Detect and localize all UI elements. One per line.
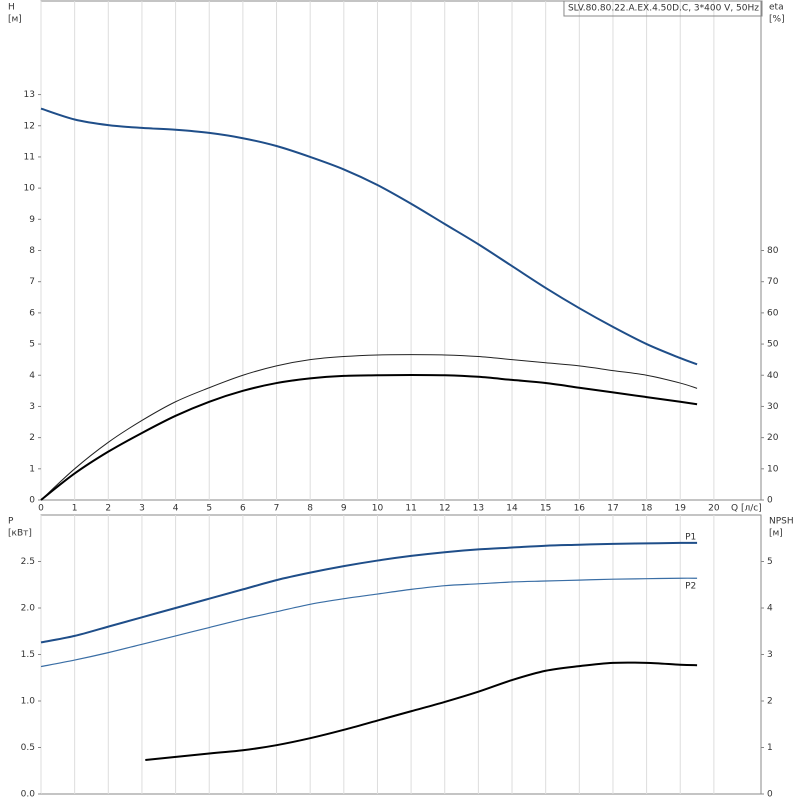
x-tick-label: 11 [405, 504, 416, 514]
y-tick-label: 1.5 [21, 650, 35, 660]
x-tick-label: 6 [240, 504, 246, 514]
y-axis-label: H [8, 3, 15, 13]
y-tick-label: 5 [29, 340, 35, 350]
y-tick-label: 0 [29, 496, 35, 506]
x-tick-label: 13 [473, 504, 484, 514]
y-tick-label: 3 [29, 402, 35, 412]
curve [40, 577, 698, 668]
y2-tick-label: 40 [767, 371, 779, 381]
y-tick-label: 1 [29, 464, 35, 474]
y-tick-label: 12 [24, 121, 35, 131]
y-tick-label: 2.5 [21, 557, 35, 567]
y-tick-label: 0.5 [21, 743, 35, 753]
curve-label: P2 [685, 582, 696, 592]
y-tick-label: 6 [29, 308, 35, 318]
y-tick-label: 10 [24, 184, 36, 194]
y2-tick-label: 4 [767, 604, 773, 614]
curve-label: P1 [685, 532, 696, 542]
x-tick-label: 7 [274, 504, 280, 514]
y2-axis-label: eta [769, 3, 784, 13]
y2-tick-label: 0 [767, 790, 773, 800]
y2-axis-label: [%] [769, 15, 785, 25]
y2-tick-label: 2 [767, 697, 773, 707]
y2-tick-label: 70 [767, 277, 779, 287]
x-tick-label: 20 [708, 504, 720, 514]
x-tick-label: 16 [574, 504, 586, 514]
y-tick-label: 7 [29, 277, 35, 287]
x-tick-label: 10 [372, 504, 384, 514]
y-tick-label: 1.0 [21, 697, 36, 707]
x-axis-label: Q [л/с] [731, 504, 762, 514]
x-tick-label: 5 [206, 504, 212, 514]
y-tick-label: 2.0 [21, 604, 36, 614]
x-tick-label: 1 [72, 504, 78, 514]
y2-tick-label: 30 [767, 402, 779, 412]
x-tick-label: 3 [139, 504, 145, 514]
curve [40, 354, 698, 501]
y-tick-label: 8 [29, 246, 35, 256]
title-box [563, 0, 763, 17]
x-tick-label: 2 [105, 504, 111, 514]
x-tick-label: 12 [439, 504, 450, 514]
x-tick-label: 0 [38, 504, 44, 514]
y-tick-label: 11 [24, 152, 35, 162]
y-axis-label: [кВт] [8, 529, 32, 539]
y-tick-label: 2 [29, 433, 35, 443]
y2-tick-label: 1 [767, 743, 773, 753]
x-tick-label: 15 [540, 504, 551, 514]
plot-frame [40, 0, 762, 501]
y2-tick-label: 3 [767, 650, 773, 660]
chart-title: SLV.80.80.22.A.EX.4.50D.C, 3*400 V, 50Hz [568, 4, 759, 14]
y-axis-label: [м] [8, 15, 22, 25]
x-tick-label: 17 [607, 504, 618, 514]
y2-tick-label: 80 [767, 246, 779, 256]
y2-tick-label: 5 [767, 557, 773, 567]
x-tick-label: 14 [506, 504, 518, 514]
y2-axis-label: [м] [769, 529, 783, 539]
y-tick-label: 9 [29, 215, 35, 225]
y2-tick-label: 0 [767, 496, 773, 506]
y-tick-label: 13 [24, 90, 35, 100]
y-tick-label: 0.0 [21, 790, 36, 800]
x-tick-label: 19 [675, 504, 687, 514]
x-tick-label: 9 [341, 504, 347, 514]
curve [40, 107, 698, 366]
y2-tick-label: 60 [767, 308, 779, 318]
y2-tick-label: 50 [767, 340, 779, 350]
x-tick-label: 8 [307, 504, 313, 514]
curve [145, 661, 698, 762]
y2-axis-label: NPSH [769, 517, 794, 527]
curve [40, 373, 698, 501]
y2-tick-label: 20 [767, 433, 779, 443]
x-tick-label: 4 [173, 504, 179, 514]
y-axis-label: P [8, 517, 14, 527]
curve [40, 541, 698, 644]
y2-tick-label: 10 [767, 464, 779, 474]
y-tick-label: 4 [29, 371, 35, 381]
x-tick-label: 18 [641, 504, 653, 514]
